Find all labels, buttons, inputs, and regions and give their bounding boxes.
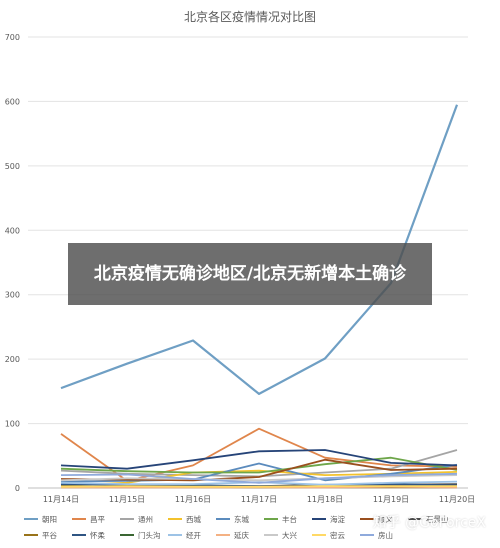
watermark: 知乎 @GoForceX [372,515,486,531]
legend-label: 经开 [186,530,201,540]
y-tick-label: 100 [5,420,20,429]
x-tick-label: 11月18日 [307,495,343,504]
series-line-16 [60,485,457,488]
legend-label: 顺义 [378,515,393,524]
legend-label: 密云 [330,530,345,540]
legend-label: 通州 [138,514,153,524]
series-line-17 [60,472,458,484]
x-axis-ticks: 11月14日 11月15日 11月16日 11月17日 11月18日 11月19日 11月2… [43,495,475,504]
legend-label: 怀柔 [90,530,105,540]
x-tick-label: 11月19日 [373,495,409,504]
legend-label: 朝阳 [42,515,57,524]
x-tick-label: 11月15日 [109,495,145,504]
legend-label: 海淀 [330,514,345,524]
y-axis-ticks: 0 100 200 300 400 500 600 700 [5,33,20,493]
series-line-7 [60,449,458,470]
series-line-8 [60,458,458,482]
x-tick-label: 11月16日 [175,495,211,504]
series-lines [60,104,459,489]
x-tick-label: 11月20日 [439,495,475,504]
legend-label: 西城 [186,515,201,524]
y-tick-label: 700 [5,33,20,42]
x-tick-label: 11月14日 [43,495,79,504]
y-tick-label: 400 [5,226,20,235]
legend-label: 石景山 [426,514,449,524]
legend-label: 房山 [378,530,393,540]
overlay-caption: 北京疫情无确诊地区/北京无新增本土确诊 [68,243,432,305]
legend-label: 昌平 [90,515,105,524]
y-tick-label: 200 [5,355,20,364]
legend-label: 丰台 [282,514,297,524]
series-line-15 [60,474,458,482]
chart-title: 北京各区疫情情况对比图 [184,9,316,24]
legend-label: 延庆 [234,530,249,540]
x-tick-label: 11月17日 [241,495,277,504]
y-tick-label: 300 [5,291,20,300]
series-line-6 [60,456,458,474]
y-tick-label: 600 [5,97,20,106]
y-tick-label: 500 [5,162,20,171]
series-line-5 [60,462,458,483]
legend-label: 门头沟 [138,530,161,540]
legend-label: 东城 [234,514,249,524]
legend-label: 平谷 [42,531,57,540]
y-tick-label: 0 [15,484,20,493]
legend-label: 大兴 [282,530,297,540]
